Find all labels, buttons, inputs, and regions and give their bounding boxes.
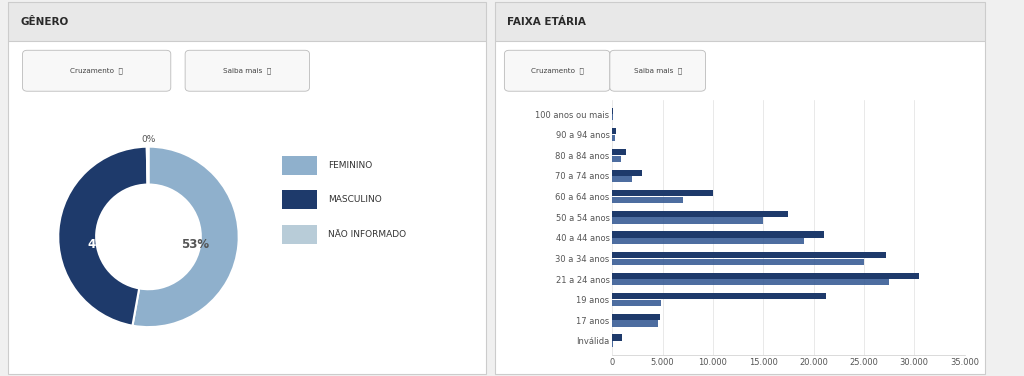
Text: Cruzamento  🔍: Cruzamento 🔍 [71, 67, 123, 74]
Text: GÊNERO: GÊNERO [20, 17, 69, 27]
FancyBboxPatch shape [185, 50, 309, 91]
Bar [612, 170, 642, 176]
Bar [612, 320, 657, 327]
Bar [612, 300, 660, 306]
Wedge shape [132, 147, 239, 327]
Bar [612, 293, 825, 299]
Wedge shape [146, 147, 148, 185]
FancyBboxPatch shape [495, 2, 985, 374]
Text: 53%: 53% [181, 238, 210, 250]
Bar [612, 238, 804, 244]
Bar [612, 128, 616, 135]
Text: 47%: 47% [87, 238, 116, 250]
Text: Saiba mais  ⓘ: Saiba mais ⓘ [634, 67, 682, 74]
FancyBboxPatch shape [8, 2, 486, 41]
FancyBboxPatch shape [505, 50, 610, 91]
FancyBboxPatch shape [8, 2, 486, 374]
Bar [612, 149, 627, 155]
Bar [612, 176, 633, 182]
Wedge shape [58, 147, 147, 326]
Text: FEMININO: FEMININO [329, 161, 373, 170]
Bar [282, 190, 316, 209]
Text: MASCULINO: MASCULINO [329, 196, 382, 205]
Bar [612, 217, 763, 224]
Text: Saiba mais  ⓘ: Saiba mais ⓘ [223, 67, 271, 74]
Text: FAIXA ETÁRIA: FAIXA ETÁRIA [507, 17, 586, 27]
Bar [612, 314, 659, 320]
Text: Cruzamento  🔍: Cruzamento 🔍 [530, 67, 584, 74]
Text: NÃO INFORMADO: NÃO INFORMADO [329, 230, 407, 239]
Bar [612, 211, 788, 217]
Bar [612, 197, 683, 203]
Bar [282, 156, 316, 174]
FancyBboxPatch shape [610, 50, 706, 91]
FancyBboxPatch shape [495, 2, 985, 41]
Bar [612, 190, 713, 196]
FancyBboxPatch shape [23, 50, 171, 91]
Bar [612, 156, 622, 162]
Bar [612, 259, 864, 265]
Bar [612, 335, 623, 341]
Bar [612, 135, 614, 141]
Bar [282, 225, 316, 244]
Bar [612, 231, 823, 238]
Bar [612, 279, 889, 285]
Bar [612, 252, 886, 258]
Bar [612, 273, 920, 279]
Text: 0%: 0% [141, 135, 156, 144]
